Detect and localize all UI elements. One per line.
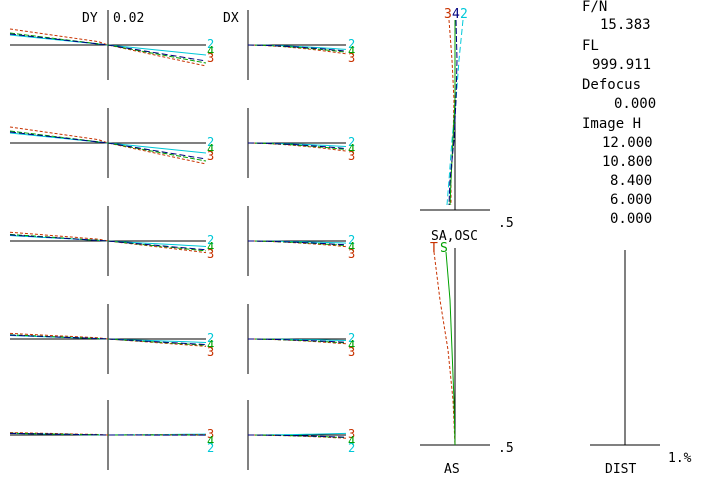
dx-end-label-3: 3 — [348, 149, 355, 163]
defocus-value: 0.000 — [614, 96, 657, 112]
dist-scale: 1.% — [668, 451, 692, 466]
astig-wl3-label: 3 — [444, 7, 452, 22]
ray-fan-row-4: 2 24 43 3 — [9, 304, 355, 374]
dy-fan-curve-4 — [9, 131, 207, 160]
ray-fan-row-2: 2 24 43 3 — [9, 108, 355, 178]
image-h-value-5: 0.000 — [610, 211, 653, 227]
ray-fan-row-5: 3 34 42 2 — [9, 400, 355, 470]
dx-end-label-2: 2 — [348, 233, 355, 247]
image-h-label: Image H — [582, 116, 642, 132]
dx-end-label-3: 3 — [348, 427, 355, 441]
image-h-value-3: 8.400 — [610, 173, 653, 189]
dy-end-label-3: 3 — [207, 427, 214, 441]
dy-end-label-3: 3 — [207, 345, 214, 359]
dx-end-label-2: 2 — [348, 441, 355, 455]
astig-wl2-label: 2 — [460, 7, 468, 22]
dy-end-label-4: 4 — [207, 338, 214, 352]
astig-wl4-label: 4 — [452, 7, 460, 22]
dx-end-label-3: 3 — [348, 51, 355, 65]
astig-xlabel: AS — [444, 462, 460, 477]
dy-end-label-2: 2 — [207, 37, 214, 51]
dy-end-label-3: 3 — [207, 149, 214, 163]
dx-end-label-4: 4 — [348, 142, 355, 156]
dy-fan-curve-4 — [9, 432, 206, 436]
astig-title: SA,OSC — [431, 229, 478, 244]
dy-fan-curve-4 — [9, 334, 207, 346]
astigmatism-plot — [420, 19, 490, 446]
field-curve-wl1 — [448, 19, 458, 206]
dy-end-label-2: 2 — [207, 135, 214, 149]
dy-fan-curve-2 — [9, 332, 207, 347]
dy-end-label-3: 3 — [207, 247, 214, 261]
dx-fan-curve-4 — [247, 44, 347, 52]
defocus-label: Defocus — [582, 77, 642, 93]
dy-fan-curve-2 — [9, 28, 207, 67]
dx-fan-curve-4 — [248, 240, 347, 246]
dy-end-label-4: 4 — [207, 240, 214, 254]
dy-end-label-4: 4 — [207, 44, 214, 58]
dx-end-label-3: 3 — [348, 247, 355, 261]
dx-fan-curve-4 — [248, 338, 347, 343]
dist-xlabel: DIST — [605, 462, 637, 477]
dy-end-label-2: 2 — [207, 441, 214, 455]
field-curve-wl4 — [449, 20, 456, 206]
image-h-value-4: 6.000 — [610, 192, 653, 208]
dy-fan-curve-2 — [9, 126, 207, 165]
dx-end-label-4: 4 — [348, 240, 355, 254]
dy-label: DY — [82, 11, 98, 26]
ray-fan-plots: 2 24 43 32 24 43 32 24 43 32 24 43 33 34 42 2 — [9, 10, 355, 470]
sa-curve-t — [433, 251, 456, 446]
astig-scale-bottom: .5 — [498, 441, 514, 456]
fn-label: F/N — [582, 0, 608, 15]
image-h-value-1: 12.000 — [602, 135, 653, 151]
astig-s-label: S — [440, 241, 448, 256]
fl-value: 999.911 — [592, 57, 652, 73]
dy-end-label-3: 3 — [207, 51, 214, 65]
astig-t-label: T — [430, 241, 438, 256]
dx-end-label-2: 2 — [348, 37, 355, 51]
astig-scale-top: .5 — [498, 216, 514, 231]
sa-curve-s — [445, 251, 456, 446]
ray-fan-row-3: 2 24 43 3 — [9, 206, 355, 276]
fn-value: 15.383 — [600, 17, 651, 33]
fl-label: FL — [582, 38, 599, 54]
dx-end-label-2: 2 — [348, 331, 355, 345]
distortion-plot — [590, 250, 660, 446]
dy-end-label-4: 4 — [207, 434, 214, 448]
dy-end-label-2: 2 — [207, 233, 214, 247]
image-h-value-2: 10.800 — [602, 154, 653, 170]
dx-end-label-3: 3 — [348, 345, 355, 359]
dx-fan-curve-4 — [248, 434, 347, 438]
dx-fan-curve-4 — [248, 142, 347, 149]
dy-scale: 0.02 — [113, 11, 145, 26]
dy-fan-curve-3 — [9, 130, 207, 162]
ray-fan-row-1: 2 24 43 3 — [9, 10, 355, 80]
dy-fan-curve-4 — [9, 234, 207, 251]
dy-fan-curve-3 — [9, 32, 207, 64]
dx-label: DX — [223, 11, 239, 26]
dy-end-label-2: 2 — [207, 331, 214, 345]
dx-end-label-4: 4 — [348, 44, 355, 58]
dx-end-label-4: 4 — [348, 434, 355, 448]
dy-fan-curve-2 — [9, 231, 207, 254]
dy-fan-curve-4 — [9, 33, 207, 62]
dx-end-label-2: 2 — [348, 135, 355, 149]
dx-end-label-4: 4 — [348, 338, 355, 352]
dy-end-label-4: 4 — [207, 142, 214, 156]
